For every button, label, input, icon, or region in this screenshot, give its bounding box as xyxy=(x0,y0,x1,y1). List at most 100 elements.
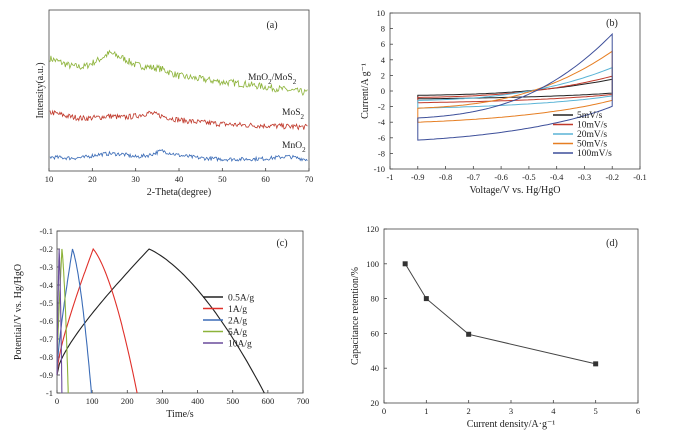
panel-b-y-axis-label: Current/A g⁻¹ xyxy=(360,63,371,119)
panel-b-x-tick-label: -0.7 xyxy=(467,172,480,182)
panel-d-y-tick-label: 120 xyxy=(366,224,379,234)
panel-c-y-tick-label: -1 xyxy=(46,388,53,398)
panel-c-y-tick-label: -0.1 xyxy=(40,226,53,236)
panel-b-y-tick-label: 0 xyxy=(381,86,385,96)
panel-a-series-line xyxy=(49,149,308,163)
panel-c-x-tick-label: 700 xyxy=(297,396,310,406)
panel-a-x-tick-label: 40 xyxy=(175,174,184,184)
panel-d-series-line xyxy=(404,263,596,365)
panel-c-axes-box xyxy=(56,230,304,394)
panel-c-legend-label: 0.5A/g xyxy=(228,294,254,304)
panel-c-x-tick-label: 200 xyxy=(121,396,134,406)
panel-d-label: (d) xyxy=(606,238,618,249)
panel-b-label: (b) xyxy=(606,18,618,29)
panel-b-y-tick-label: -6 xyxy=(378,133,385,143)
panel-d-x-tick-label: 4 xyxy=(551,406,556,416)
panel-d-x-tick-label: 3 xyxy=(509,406,513,416)
panel-b-cv-loop xyxy=(417,32,613,141)
panel-b-legend-label: 5mV/s xyxy=(577,111,603,121)
panel-b-legend-label: 100mV/s xyxy=(577,149,612,159)
panel-b-y-tick-label: -2 xyxy=(378,102,385,112)
panel-d-x-tick-label: 1 xyxy=(424,406,428,416)
panel-b-y-tick-label: 6 xyxy=(381,39,385,49)
panel-c-x-axis-label: Time/s xyxy=(166,409,194,420)
panel-b-y-tick-label: -8 xyxy=(378,148,385,158)
panel-d: 0 1 2 3 4 5 6 20 40 60 80 100 120 Current density/A·g… xyxy=(350,224,640,430)
panel-a-x-axis-label: 2-Theta(degree) xyxy=(147,187,211,198)
panel-b-x-tick-label: -1 xyxy=(386,172,393,182)
panel-b-x-tick-label: -0.1 xyxy=(633,172,646,182)
panel-b-y-tick-label: 10 xyxy=(377,8,386,18)
panel-b-y-tick-label: -10 xyxy=(374,164,385,174)
panel-a: 10 20 30 40 50 60 70 2-Theta(degree) Intensity(a… xyxy=(35,9,314,198)
panel-c-x-tick-label: 400 xyxy=(191,396,204,406)
panel-b-x-tick-label: -0.3 xyxy=(578,172,591,182)
panel-c-x-tick-label: 0 xyxy=(55,396,59,406)
panel-a-series-label: MnO2 xyxy=(282,141,306,154)
panel-d-y-tick-label: 60 xyxy=(371,328,380,338)
panel-b-x-tick-label: -0.9 xyxy=(411,172,424,182)
panel-a-x-tick-label: 20 xyxy=(88,174,97,184)
panel-c-x-tick-label: 100 xyxy=(86,396,99,406)
panel-d-y-axis-label: Capacitance retention/% xyxy=(350,267,361,365)
panel-b-x-tick-label: -0.5 xyxy=(522,172,535,182)
panel-c-gcd-curve xyxy=(56,247,138,394)
panel-c-y-tick-label: -0.2 xyxy=(40,244,53,254)
panel-b-y-tick-label: 4 xyxy=(381,55,386,65)
panel-d-x-tick-label: 2 xyxy=(467,406,471,416)
panel-c-x-tick-label: 500 xyxy=(226,396,239,406)
panel-b-x-tick-label: -0.8 xyxy=(439,172,452,182)
panel-d-x-tick-label: 6 xyxy=(636,406,640,416)
panel-c-y-tick-label: -0.3 xyxy=(40,262,53,272)
panel-b-y-tick-label: 8 xyxy=(381,24,385,34)
panel-a-x-tick-label: 10 xyxy=(45,174,54,184)
panel-c: 0 100 200 300 400 500 600 700 -1 -0.9 -0.8 -0.7 -0.6… xyxy=(13,226,309,420)
panel-d-axes-box xyxy=(383,228,639,404)
panel-c-y-tick-label: -0.8 xyxy=(40,352,53,362)
panel-d-data-point xyxy=(466,331,472,337)
panel-d-y-tick-label: 100 xyxy=(366,259,379,269)
panel-c-y-tick-label: -0.5 xyxy=(40,298,53,308)
panel-b-legend-label: 10mV/s xyxy=(577,121,607,131)
panel-a-x-tick-label: 30 xyxy=(131,174,140,184)
panel-d-y-tick-label: 20 xyxy=(371,398,380,408)
panel-a-y-axis-label: Intensity(a.u.) xyxy=(35,62,46,118)
panel-c-y-tick-label: -0.4 xyxy=(40,280,54,290)
panel-c-x-tick-label: 600 xyxy=(261,396,274,406)
panel-c-y-tick-label: -0.7 xyxy=(40,334,53,344)
panel-c-label: (c) xyxy=(276,238,287,249)
panel-c-y-tick-label: -0.9 xyxy=(40,370,53,380)
panel-c-y-axis-label: Potential/V vs. Hg/HgO xyxy=(13,264,24,360)
panel-b-y-tick-label: -4 xyxy=(378,117,386,127)
panel-d-x-axis-label: Current density/A·g⁻¹ xyxy=(467,419,556,430)
panel-c-legend-label: 1A/g xyxy=(228,305,247,315)
panel-a-series-label: MnO2/MoS2 xyxy=(248,73,297,86)
panel-b-x-tick-label: -0.6 xyxy=(494,172,507,182)
panel-a-series-line xyxy=(49,49,308,97)
panel-a-x-tick-label: 50 xyxy=(218,174,227,184)
panel-b-x-axis-label: Voltage/V vs. Hg/HgO xyxy=(469,185,560,196)
panel-b: -1 -0.9 -0.8 -0.7 -0.6 -0.5 -0.4 -0.3 -0.2 -0.1 -1… xyxy=(360,8,647,196)
panel-c-legend-label: 5A/g xyxy=(228,328,247,338)
panel-d-y-tick-label: 80 xyxy=(371,294,380,304)
panel-a-x-tick-label: 70 xyxy=(305,174,314,184)
panel-c-gcd-curve xyxy=(56,248,265,394)
panel-b-legend-label: 50mV/s xyxy=(577,140,607,150)
panel-d-y-tick-label: 40 xyxy=(371,363,380,373)
panel-b-x-tick-label: -0.2 xyxy=(605,172,618,182)
panel-d-x-tick-label: 5 xyxy=(594,406,598,416)
panel-c-legend-label: 2A/g xyxy=(228,317,247,327)
panel-b-x-tick-label: -0.4 xyxy=(550,172,564,182)
panel-b-y-tick-label: 2 xyxy=(381,70,385,80)
panel-c-gcd-curve xyxy=(56,248,63,394)
panel-d-data-point xyxy=(423,296,429,302)
panel-c-x-tick-label: 300 xyxy=(156,396,169,406)
panel-c-gcd-curve xyxy=(56,248,69,394)
panel-a-series-label: MoS2 xyxy=(282,108,304,121)
panel-d-data-point xyxy=(402,261,408,267)
panel-d-x-tick-label: 0 xyxy=(382,406,386,416)
panel-b-legend-label: 20mV/s xyxy=(577,130,607,140)
panel-a-axes-box xyxy=(48,9,310,172)
panel-d-data-point xyxy=(593,361,599,367)
